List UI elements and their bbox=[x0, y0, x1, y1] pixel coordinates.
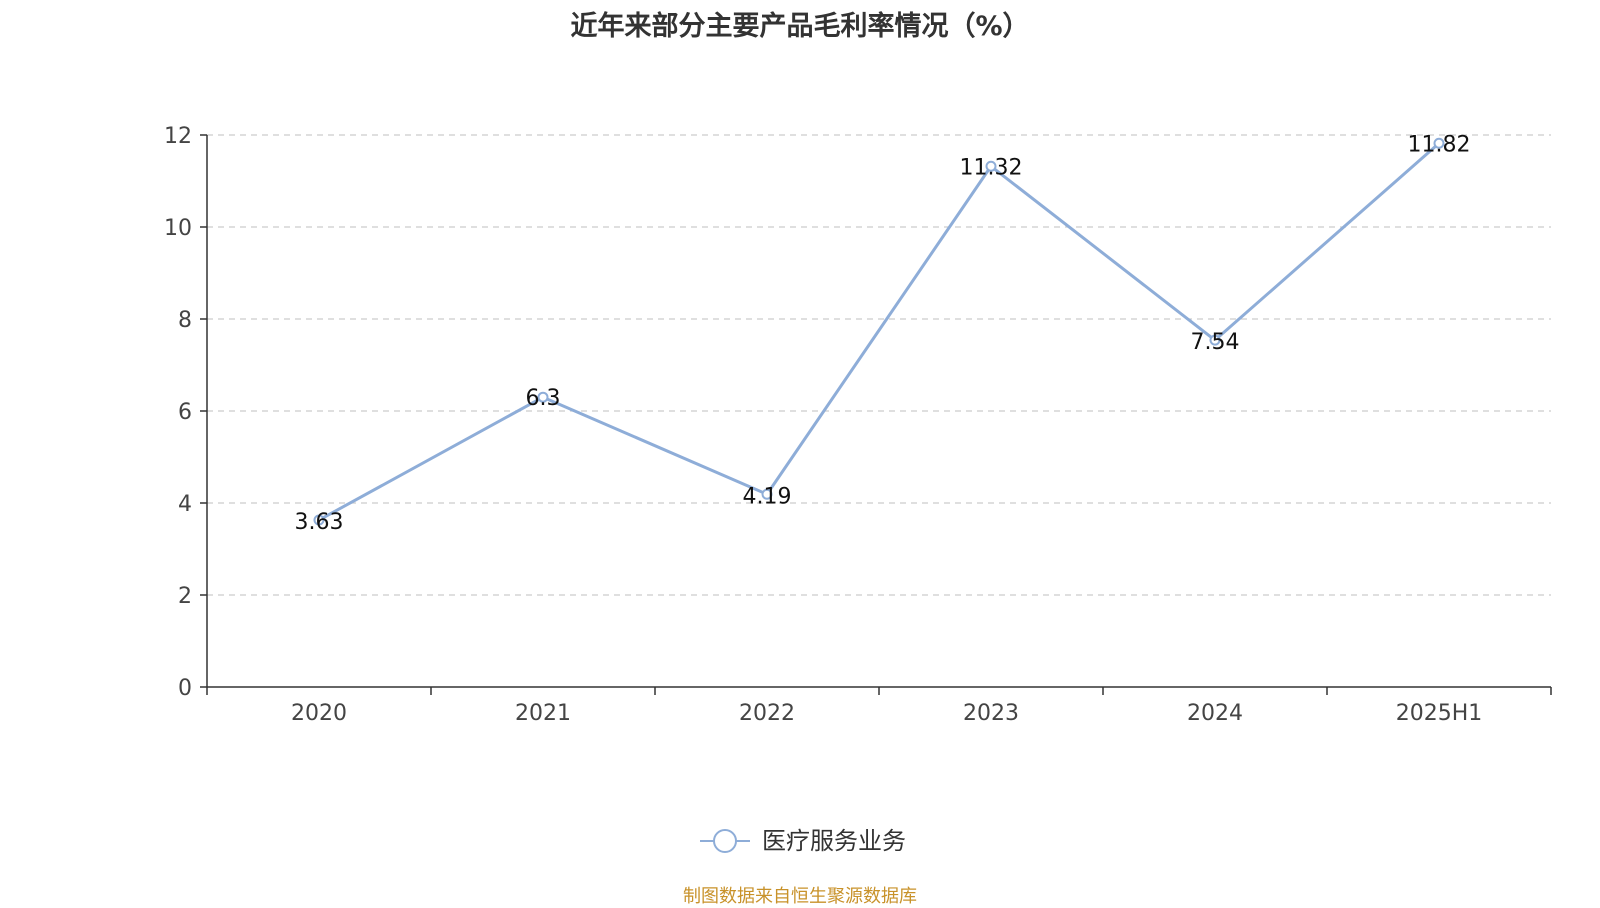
data-point[interactable] bbox=[985, 160, 997, 172]
data-label: 7.54 bbox=[1191, 330, 1240, 355]
data-point[interactable] bbox=[313, 514, 325, 526]
y-tick-label: 12 bbox=[164, 124, 192, 149]
data-point[interactable] bbox=[761, 488, 773, 500]
source-note: 制图数据来自恒生聚源数据库 bbox=[683, 886, 917, 907]
data-label: 4.19 bbox=[743, 484, 792, 509]
axes: 0 2 4 6 8 10 12 2020 2021 2022 2023 2024 2025H1 bbox=[164, 124, 1552, 726]
data-point[interactable] bbox=[1433, 137, 1445, 149]
y-tick-label: 6 bbox=[178, 400, 192, 425]
x-tick-label: 2020 bbox=[291, 701, 347, 726]
y-tick-label: 0 bbox=[178, 676, 192, 701]
legend[interactable]: 医疗服务业务 bbox=[700, 827, 906, 855]
gridlines bbox=[207, 134, 1551, 596]
series-line bbox=[318, 142, 1440, 522]
x-tick-label: 2025H1 bbox=[1396, 701, 1483, 726]
chart-title: 近年来部分主要产品毛利率情况（%） bbox=[570, 11, 1030, 42]
x-tick-label: 2022 bbox=[739, 701, 795, 726]
data-point[interactable] bbox=[1209, 334, 1221, 346]
series-layer bbox=[313, 137, 1445, 526]
legend-label: 医疗服务业务 bbox=[762, 827, 906, 855]
y-tick-label: 8 bbox=[178, 308, 192, 333]
x-tick-label: 2024 bbox=[1187, 701, 1243, 726]
data-point[interactable] bbox=[537, 391, 549, 403]
data-label: 3.63 bbox=[295, 510, 344, 535]
x-tick-label: 2021 bbox=[515, 701, 571, 726]
data-labels: 3.63 6.3 4.19 11.32 7.54 11.82 bbox=[295, 132, 1471, 535]
legend-marker bbox=[713, 829, 737, 853]
x-tick-label: 2023 bbox=[963, 701, 1019, 726]
data-label: 11.32 bbox=[960, 155, 1023, 180]
y-tick-label: 10 bbox=[164, 216, 192, 241]
data-label: 11.82 bbox=[1408, 132, 1471, 157]
data-label: 6.3 bbox=[526, 386, 561, 411]
y-tick-label: 2 bbox=[178, 584, 192, 609]
y-tick-label: 4 bbox=[178, 492, 192, 517]
